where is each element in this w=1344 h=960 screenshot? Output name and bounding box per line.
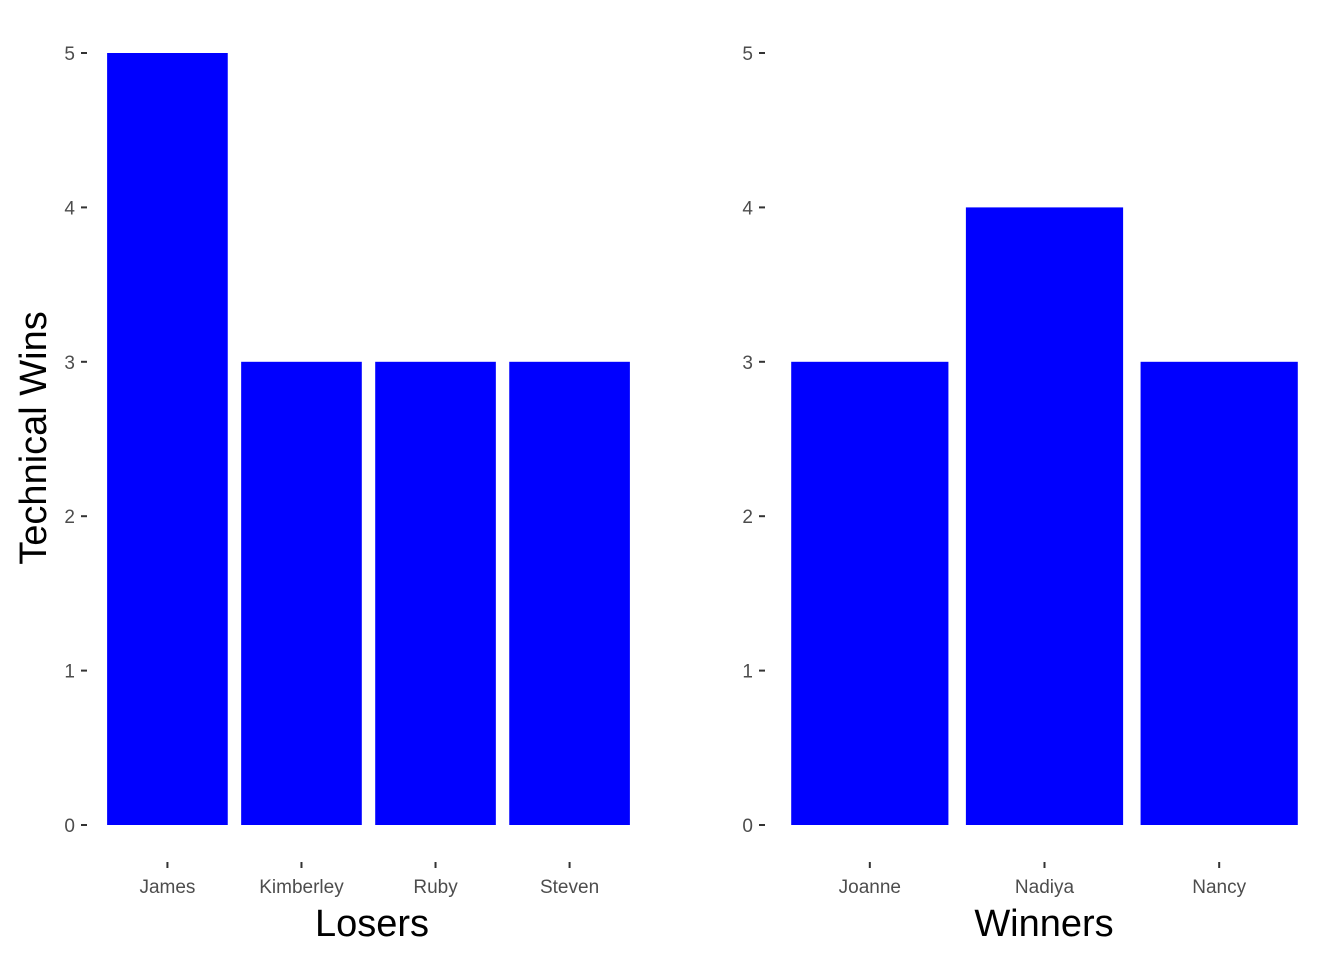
y-tick-label: 4 (64, 198, 75, 219)
x-tick-label: Kimberley (259, 877, 344, 898)
x-tick-label: Steven (540, 877, 599, 898)
x-axis-title-winners: Winners (974, 903, 1113, 945)
bar-losers-kimberley (241, 361, 362, 825)
y-tick-label: 2 (742, 507, 753, 528)
bar-winners-nancy (1140, 361, 1298, 825)
y-tick-label: 5 (742, 44, 753, 65)
x-tick-label: Ruby (413, 877, 458, 898)
y-tick-label: 5 (64, 44, 75, 65)
x-axis-title-losers: Losers (315, 903, 429, 945)
bar-winners-joanne (791, 361, 949, 825)
y-tick-label: 0 (64, 816, 75, 837)
y-tick-label: 1 (742, 662, 753, 683)
y-tick-label: 3 (742, 353, 753, 374)
y-tick-label: 2 (64, 507, 75, 528)
bar-winners-nadiya (965, 207, 1124, 825)
y-axis-title: Technical Wins (13, 311, 55, 564)
y-tick-label: 3 (64, 353, 75, 374)
bar-losers-james (107, 53, 228, 825)
bar-losers-ruby (375, 361, 496, 825)
x-tick-label: Joanne (839, 877, 901, 898)
y-tick-label: 1 (64, 662, 75, 683)
y-tick-label: 4 (742, 198, 753, 219)
y-tick-label: 0 (742, 816, 753, 837)
x-tick-label: James (139, 877, 195, 898)
bar-losers-steven (509, 361, 630, 825)
x-tick-label: Nancy (1192, 877, 1246, 898)
x-tick-label: Nadiya (1015, 877, 1075, 898)
